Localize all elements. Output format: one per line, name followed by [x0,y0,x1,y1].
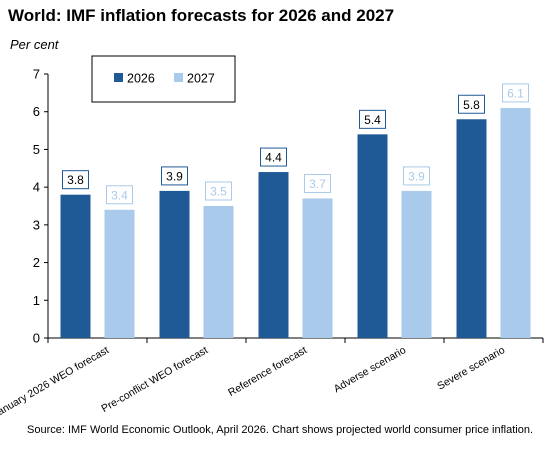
legend-swatch-2027 [174,73,183,82]
data-label-box [359,109,386,129]
chart-title: World: IMF inflation forecasts for 2026 … [8,6,395,25]
y-tick-label: 7 [33,67,40,82]
bar-2027-2 [203,206,234,338]
data-label-box [260,147,287,167]
y-tick-label: 2 [33,255,40,270]
x-category-label: Reference forecast [226,344,309,399]
data-label-box [161,166,188,186]
source-note: Source: IMF World Economic Outlook, Apri… [27,424,534,436]
data-label: 5.4 [364,113,381,127]
legend-label-2027: 2027 [187,72,215,86]
x-category-label: Adverse scenario [332,344,408,395]
bar-2026-1 [60,194,91,338]
y-tick-label: 6 [33,104,40,119]
bar-2026-3 [258,172,289,338]
y-tick-label: 1 [33,293,40,308]
bar-2026-5 [456,119,487,338]
bar-2026-2 [159,190,190,338]
data-label: 3.9 [408,169,425,183]
x-category-label: Pre-conflict WEO forecast [99,344,210,415]
legend-label-2026: 2026 [127,72,155,86]
data-label-box [502,83,529,103]
bar-2027-5 [500,107,531,338]
data-label: 5.8 [463,98,480,112]
y-tick-label: 4 [33,180,40,195]
x-category-label: Severe scenario [435,344,507,392]
data-label-box [403,166,430,186]
bar-2027-4 [401,190,432,338]
data-label: 3.4 [111,188,128,202]
data-label: 3.8 [67,173,84,187]
legend-swatch-2026 [114,73,123,82]
y-tick-label: 3 [33,217,40,232]
data-label: 3.9 [166,169,183,183]
data-label: 3.7 [309,177,326,191]
data-label: 6.1 [507,86,524,100]
data-label: 4.4 [265,151,282,165]
y-tick-label: 5 [33,142,40,157]
x-category-label: January 2026 WEO forecast [0,344,111,420]
data-label-box [458,94,485,114]
y-axis-unit-label: Per cent [10,37,59,52]
data-label-box [205,181,232,201]
data-label: 3.5 [210,185,227,199]
y-tick-label: 0 [33,331,40,346]
data-label-box [304,173,331,193]
data-label-box [62,170,89,190]
bar-2027-1 [104,209,135,338]
bar-2027-3 [302,198,333,338]
data-label-box [106,185,133,205]
bar-2026-4 [357,134,388,338]
